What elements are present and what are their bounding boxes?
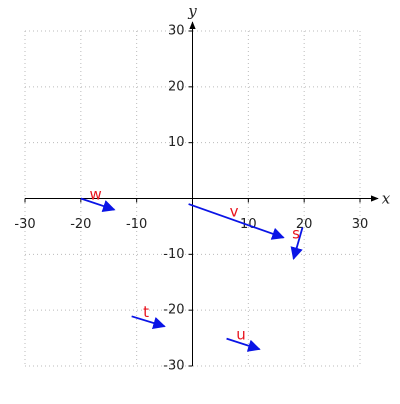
y-tick-label: -10 — [163, 247, 184, 262]
y-axis-label: y — [187, 2, 197, 20]
y-tick-label: -30 — [163, 359, 184, 374]
x-tick-label: -20 — [70, 217, 91, 232]
y-tick-label: -20 — [163, 303, 184, 318]
vector-label: s — [292, 225, 300, 243]
vector — [290, 227, 304, 261]
x-axis-label: x — [382, 190, 391, 208]
vector-label: v — [230, 202, 239, 220]
vector — [226, 337, 261, 352]
y-tick-label: 20 — [168, 79, 185, 94]
marks: w v s t u — [80, 186, 304, 352]
y-tick-label: 30 — [168, 24, 185, 39]
vector — [131, 315, 166, 330]
vector-label: u — [236, 325, 246, 343]
x-tick-label: -10 — [126, 217, 147, 232]
vector-label: t — [143, 303, 149, 321]
x-tick-label: 30 — [352, 217, 369, 232]
vector — [188, 203, 285, 240]
x-tick-label: 20 — [296, 217, 313, 232]
vector-label: w — [89, 186, 101, 204]
x-tick-label: -30 — [14, 217, 35, 232]
vector — [80, 197, 116, 213]
y-tick-label: 10 — [168, 135, 185, 150]
